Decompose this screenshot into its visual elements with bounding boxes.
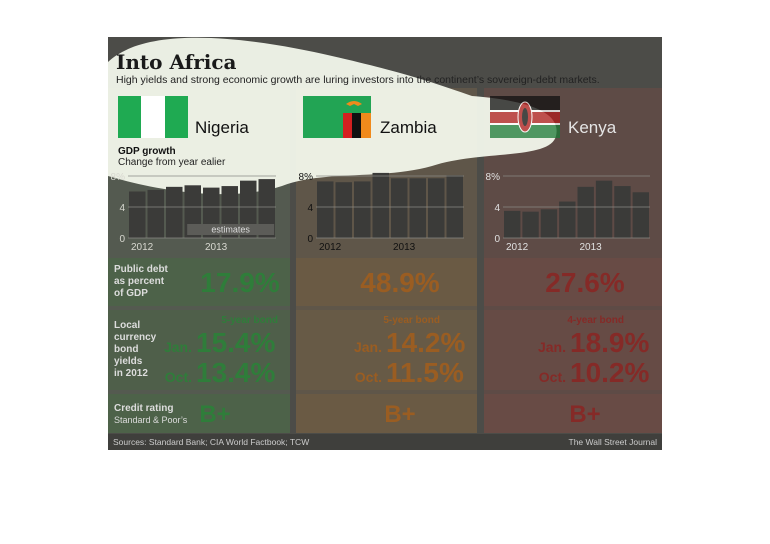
y-tick-label: 8% (299, 172, 314, 183)
x-tick-label: 2013 (205, 242, 228, 253)
row-bg (484, 310, 662, 390)
bar (559, 201, 576, 238)
rating: B+ (569, 401, 600, 428)
row-label: Public debt (114, 264, 169, 275)
flag-kenya (490, 96, 560, 138)
row-label: in 2012 (114, 368, 148, 379)
rating: B+ (384, 401, 415, 428)
row-label: Credit rating (114, 403, 173, 414)
oct-yield: 10.2% (570, 357, 649, 388)
subtitle: High yields and strong economic growth a… (116, 74, 600, 86)
country-name: Nigeria (195, 118, 249, 137)
y-tick-label: 0 (307, 234, 313, 245)
row-bg (296, 394, 477, 433)
bar (317, 181, 334, 238)
y-tick-label: 0 (494, 234, 500, 245)
bar (577, 186, 594, 238)
bond-term: 5-year bond (221, 315, 278, 326)
bar (428, 178, 445, 238)
bar (147, 189, 164, 238)
y-tick-label: 4 (494, 203, 500, 214)
row-bg (108, 258, 290, 306)
row-label: Local (114, 320, 140, 331)
y-tick-label: 8% (111, 172, 126, 183)
x-tick-label: 2012 (131, 242, 154, 253)
bar (258, 179, 275, 238)
row-label: GDP growth (118, 146, 176, 157)
flag-zambia (303, 96, 371, 138)
row-sublabel: Change from year ealier (118, 157, 226, 168)
bond-term: 4-year bond (567, 315, 624, 326)
source: Sources: Standard Bank; CIA World Factbo… (113, 437, 309, 447)
jan-yield: 14.2% (386, 327, 465, 358)
oct-label: Oct. (539, 369, 566, 385)
bar (129, 191, 146, 238)
bar (240, 180, 257, 238)
bar (540, 209, 558, 238)
bar (335, 182, 352, 238)
title: Into Africa (116, 50, 237, 74)
bar (391, 178, 408, 238)
y-tick-label: 8% (486, 172, 501, 183)
oct-yield: 11.5% (386, 357, 464, 388)
row-bg (484, 258, 662, 306)
rating: B+ (199, 401, 230, 428)
bar (522, 211, 539, 238)
row-label: as percent (114, 276, 165, 287)
bar (166, 186, 183, 238)
row-label: bond (114, 344, 138, 355)
oct-label: Oct. (355, 369, 382, 385)
row-label: of GDP (114, 288, 148, 299)
x-tick-label: 2013 (393, 242, 416, 253)
annotation: estimates (211, 225, 250, 235)
jan-label: Jan. (164, 339, 192, 355)
debt-value: 48.9% (360, 267, 439, 298)
oct-yield: 13.4% (196, 357, 275, 388)
bar (632, 192, 649, 238)
bar (372, 172, 389, 238)
jan-yield: 18.9% (570, 327, 649, 358)
jan-yield: 15.4% (196, 327, 275, 358)
bar (409, 178, 426, 238)
bond-term: 5-year bond (383, 315, 440, 326)
bar (446, 175, 463, 238)
row-bg (296, 310, 477, 390)
annotation-bg (187, 224, 275, 235)
x-tick-label: 2013 (580, 242, 603, 253)
y-tick-label: 4 (119, 203, 125, 214)
bar (354, 181, 371, 238)
row-label: currency (114, 332, 157, 343)
oct-label: Oct. (165, 369, 192, 385)
country-name: Kenya (568, 118, 617, 137)
debt-value: 17.9% (200, 267, 279, 298)
row-label: yields (114, 356, 143, 367)
row-bg (296, 258, 477, 306)
jan-label: Jan. (538, 339, 566, 355)
bar (504, 210, 521, 238)
x-tick-label: 2012 (319, 242, 342, 253)
bar (614, 186, 631, 238)
y-tick-label: 0 (119, 234, 125, 245)
row-sublabel: Standard & Poor’s (114, 415, 188, 425)
x-tick-label: 2012 (506, 242, 529, 253)
credit: The Wall Street Journal (569, 437, 658, 447)
debt-value: 27.6% (545, 267, 624, 298)
jan-label: Jan. (354, 339, 382, 355)
row-bg (108, 394, 290, 433)
row-bg (484, 394, 662, 433)
bar (595, 180, 613, 238)
flag-nigeria (118, 96, 188, 138)
country-name: Zambia (380, 118, 437, 137)
row-bg (108, 310, 290, 390)
y-tick-label: 4 (307, 203, 313, 214)
footer-bg (108, 434, 662, 450)
